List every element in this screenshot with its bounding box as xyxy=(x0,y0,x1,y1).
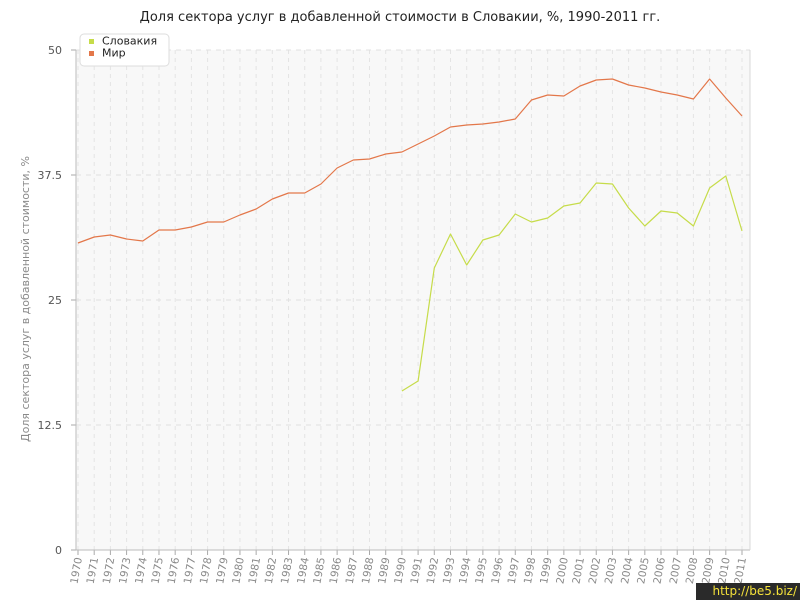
legend-label: Словакия xyxy=(102,35,157,48)
x-tick-label: 1993 xyxy=(441,556,457,584)
x-tick-label: 1981 xyxy=(247,556,263,584)
x-tick-label: 1992 xyxy=(425,556,441,584)
x-tick-label: 1997 xyxy=(506,556,522,584)
x-tick-label: 1977 xyxy=(182,556,198,584)
x-tick-label: 1987 xyxy=(344,556,360,584)
x-tick-label: 2002 xyxy=(587,556,603,584)
x-tick-label: 1995 xyxy=(473,556,489,584)
x-tick-label: 2009 xyxy=(700,556,716,584)
chart-title: Доля сектора услуг в добавленной стоимос… xyxy=(139,10,661,25)
x-tick-label: 2000 xyxy=(554,556,570,584)
x-tick-label: 2010 xyxy=(716,556,732,584)
x-tick-label: 2004 xyxy=(619,556,636,585)
x-tick-label: 1970 xyxy=(68,556,84,584)
x-tick-label: 2003 xyxy=(603,556,619,584)
series-lines xyxy=(77,78,743,392)
y-axis-title: Доля сектора услуг в добавленной стоимос… xyxy=(19,156,32,442)
x-tick-label: 1982 xyxy=(263,556,279,584)
legend-swatch xyxy=(89,51,94,56)
legend-box xyxy=(79,33,170,67)
watermark: http://be5.biz/ xyxy=(696,583,800,600)
axes xyxy=(71,49,751,555)
y-tick-label: 12.5 xyxy=(38,419,63,432)
x-tick-label: 1980 xyxy=(230,556,246,584)
series-line xyxy=(77,78,743,244)
x-tick-label: 2005 xyxy=(635,556,651,584)
x-tick-label: 1979 xyxy=(214,556,230,584)
grid-lines xyxy=(76,49,750,550)
x-axis-ticks: 1970 1971 1972 1973 1974 1975 1976 1977 1978 1979… xyxy=(68,556,748,585)
x-tick-label: 2007 xyxy=(668,556,684,584)
x-tick-label: 2006 xyxy=(652,556,669,585)
x-tick-label: 1971 xyxy=(85,556,101,584)
y-tick-label: 25 xyxy=(48,294,62,307)
x-tick-label: 1991 xyxy=(409,556,425,584)
x-tick-label: 1989 xyxy=(376,556,392,584)
x-tick-label: 1975 xyxy=(149,556,165,584)
x-tick-label: 1998 xyxy=(522,556,538,584)
x-tick-label: 1999 xyxy=(538,556,554,584)
y-tick-label: 0 xyxy=(55,544,62,557)
legend-swatch xyxy=(89,39,94,44)
y-tick-label: 50 xyxy=(48,44,62,57)
legend-label: Мир xyxy=(102,47,126,60)
x-tick-label: 2008 xyxy=(684,556,700,584)
y-tick-label: 37.5 xyxy=(38,169,63,182)
x-tick-label: 2001 xyxy=(571,556,587,584)
x-tick-label: 1990 xyxy=(392,556,408,584)
x-tick-label: 1974 xyxy=(133,556,150,585)
x-tick-label: 1972 xyxy=(101,556,117,584)
y-axis-ticks: 0 12.5 25 37.5 50 xyxy=(38,44,63,557)
x-tick-label: 1986 xyxy=(328,556,345,585)
series-line xyxy=(401,175,743,392)
x-tick-label: 1994 xyxy=(457,556,474,585)
x-tick-label: 1983 xyxy=(279,556,295,584)
x-tick-label: 1978 xyxy=(198,556,214,584)
x-tick-label: 1973 xyxy=(117,556,133,584)
x-tick-label: 1976 xyxy=(166,556,183,585)
x-tick-label: 2011 xyxy=(732,556,748,584)
x-tick-label: 1996 xyxy=(490,556,507,585)
x-tick-label: 1984 xyxy=(295,556,312,585)
x-tick-label: 1985 xyxy=(311,556,327,584)
x-tick-label: 1988 xyxy=(360,556,376,584)
